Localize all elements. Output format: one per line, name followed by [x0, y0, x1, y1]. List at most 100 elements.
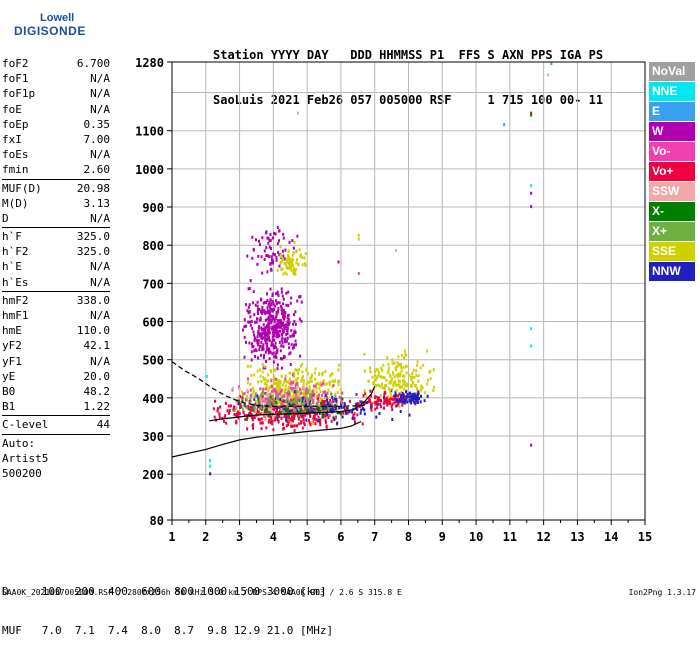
echo-point [279, 253, 282, 257]
echo-point [271, 294, 274, 297]
echo-point [256, 338, 258, 342]
echo-point [270, 385, 273, 389]
echo-point [292, 393, 295, 397]
echo-point [289, 391, 292, 395]
echo-point [413, 376, 416, 380]
echo-point [315, 390, 318, 394]
echo-point [254, 409, 257, 413]
echo-point [406, 382, 409, 386]
echo-point [387, 371, 390, 375]
echo-point [309, 399, 312, 403]
echo-point [375, 402, 378, 406]
echo-point [395, 373, 398, 377]
echo-point [305, 367, 308, 371]
echo-point [341, 397, 344, 401]
echo-point [272, 388, 275, 392]
echo-point [287, 266, 290, 270]
echo-point [264, 335, 267, 339]
echo-point [262, 378, 265, 382]
echo-point [233, 409, 236, 413]
echo-point [205, 374, 208, 378]
param-value: N/A [90, 72, 110, 86]
param-value: 338.0 [76, 293, 110, 307]
echo-point [295, 261, 298, 265]
echo-point [267, 389, 270, 393]
echo-point [363, 369, 366, 373]
echo-point [376, 368, 379, 372]
echo-point [308, 396, 311, 400]
echo-point [231, 388, 234, 392]
echo-point [280, 416, 283, 420]
echo-point [274, 389, 277, 393]
echo-point [227, 404, 230, 408]
echo-point [377, 374, 380, 378]
echo-point [249, 388, 252, 392]
echo-point [270, 417, 273, 421]
echo-point [334, 392, 337, 396]
echo-point [293, 390, 296, 394]
echo-point [289, 351, 292, 355]
echo-point [387, 362, 390, 366]
echo-point [253, 416, 256, 420]
echo-point [339, 388, 342, 392]
param-row: h`E N/A [2, 259, 110, 274]
y-tick-label: 400 [142, 392, 164, 406]
echo-point [259, 374, 262, 378]
echo-point [245, 398, 248, 402]
echo-point [274, 353, 277, 357]
echo-point [395, 368, 398, 372]
echo-point [301, 376, 303, 380]
echo-point [330, 419, 333, 423]
echo-point [412, 394, 415, 398]
echo-point [262, 328, 265, 331]
echo-point [296, 409, 298, 413]
echo-point [308, 380, 311, 384]
echo-point [259, 399, 262, 403]
echo-point [243, 413, 246, 417]
echo-point [413, 400, 416, 404]
echo-point [269, 307, 272, 311]
legend-item-vominus: Vo- [649, 142, 695, 161]
echo-point [253, 333, 255, 337]
echo-point [260, 406, 263, 410]
echo-point [263, 330, 266, 334]
echo-point [321, 415, 324, 419]
echo-point [356, 413, 359, 417]
echo-point [237, 416, 240, 420]
echo-point [319, 390, 322, 393]
echo-point [290, 387, 293, 391]
echo-point [291, 264, 293, 268]
echo-point [216, 409, 219, 413]
echo-point [288, 262, 291, 266]
echo-point [334, 395, 337, 398]
echo-point [278, 388, 281, 392]
echo-point [261, 363, 264, 366]
echo-point [313, 393, 316, 396]
echo-point [295, 343, 297, 347]
echo-point [287, 342, 290, 346]
echo-point [283, 388, 286, 392]
echo-point [239, 406, 242, 410]
echo-point [404, 365, 407, 369]
echo-point [261, 387, 264, 391]
echo-point [530, 113, 533, 117]
echo-point [261, 236, 264, 240]
echo-point [390, 379, 393, 383]
echo-point [282, 317, 285, 321]
echo-point [239, 402, 242, 406]
echo-point [277, 310, 279, 313]
echo-point [373, 401, 376, 405]
echo-point [379, 402, 382, 406]
echo-point [252, 344, 255, 348]
echo-point [417, 397, 420, 401]
echo-point [271, 399, 274, 403]
echo-point [530, 443, 533, 447]
echo-point [245, 405, 248, 409]
echo-point [332, 384, 335, 388]
echo-point [266, 317, 269, 321]
echo-point [271, 422, 274, 426]
echo-point [328, 414, 331, 418]
param-row: foF1 N/A [2, 71, 110, 86]
echo-point [274, 299, 277, 303]
echo-point [264, 382, 267, 386]
